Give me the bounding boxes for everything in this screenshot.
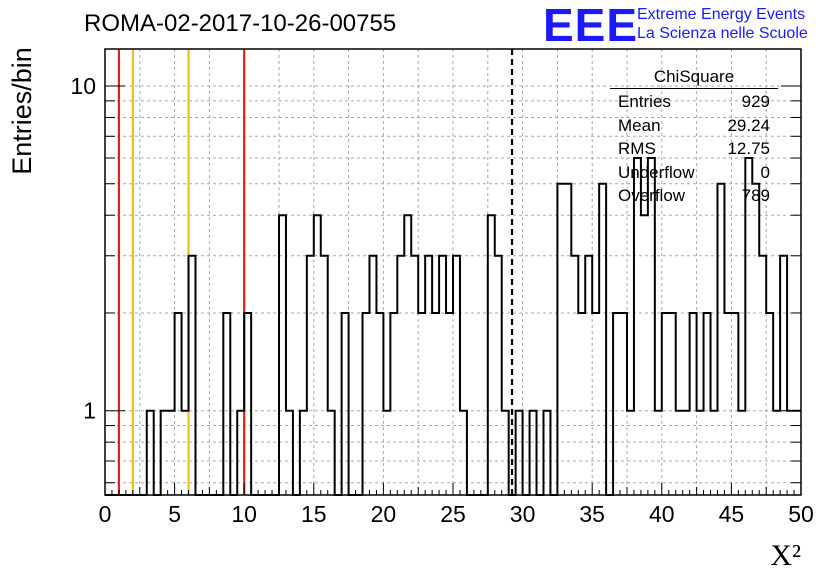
stats-row-mean: Mean 29.24 — [610, 114, 778, 138]
eee-logo: EEE — [543, 0, 639, 51]
x-tick-label: 35 — [579, 501, 605, 527]
stats-row-entries: Entries 929 — [610, 90, 778, 114]
histogram-series — [105, 157, 801, 496]
x-tick-label: 5 — [168, 501, 181, 527]
stats-row-rms: RMS 12.75 — [610, 137, 778, 161]
stats-value: 789 — [741, 186, 770, 205]
y-tick-label: 1 — [83, 398, 96, 424]
x-tick-label: 30 — [510, 501, 536, 527]
stats-label: Underflow — [618, 162, 695, 182]
stats-row-overflow: Overflow 789 — [610, 184, 778, 208]
run-title: ROMA-02-2017-10-26-00755 — [84, 10, 397, 37]
stats-value: 0 — [760, 162, 770, 182]
stats-label: RMS — [618, 139, 656, 158]
stats-label: Entries — [618, 92, 671, 111]
stats-value: 29.24 — [727, 115, 770, 135]
x-tick-label: 45 — [719, 501, 745, 527]
logo-tagline-1: Extreme Energy Events — [637, 6, 806, 23]
x-axis-label: X² — [770, 539, 801, 572]
y-axis-ticks: 1 10 — [70, 73, 801, 484]
x-tick-label: 50 — [788, 501, 814, 527]
stats-title: ChiSquare — [610, 66, 778, 89]
stats-row-underflow: Underflow 0 — [610, 161, 778, 185]
stats-value: 12.75 — [727, 139, 770, 158]
logo-tagline-2: La Scienza nelle Scuole — [637, 25, 808, 42]
x-tick-label: 10 — [231, 501, 257, 527]
stats-label: Mean — [618, 115, 661, 135]
x-tick-label: 20 — [371, 501, 397, 527]
y-axis-label: Entries/bin — [7, 47, 37, 175]
x-tick-label: 25 — [440, 501, 466, 527]
x-axis-ticks: 0 5 10 15 20 25 30 35 40 45 50 — [99, 483, 814, 527]
x-tick-label: 15 — [301, 501, 327, 527]
stats-label: Overflow — [618, 186, 686, 205]
x-tick-label: 40 — [649, 501, 675, 527]
stats-value: 929 — [741, 92, 770, 111]
x-tick-label: 0 — [99, 501, 112, 527]
stats-box: ChiSquare Entries 929 Mean 29.24 RMS 12.… — [610, 66, 778, 208]
y-tick-label: 10 — [70, 73, 96, 99]
